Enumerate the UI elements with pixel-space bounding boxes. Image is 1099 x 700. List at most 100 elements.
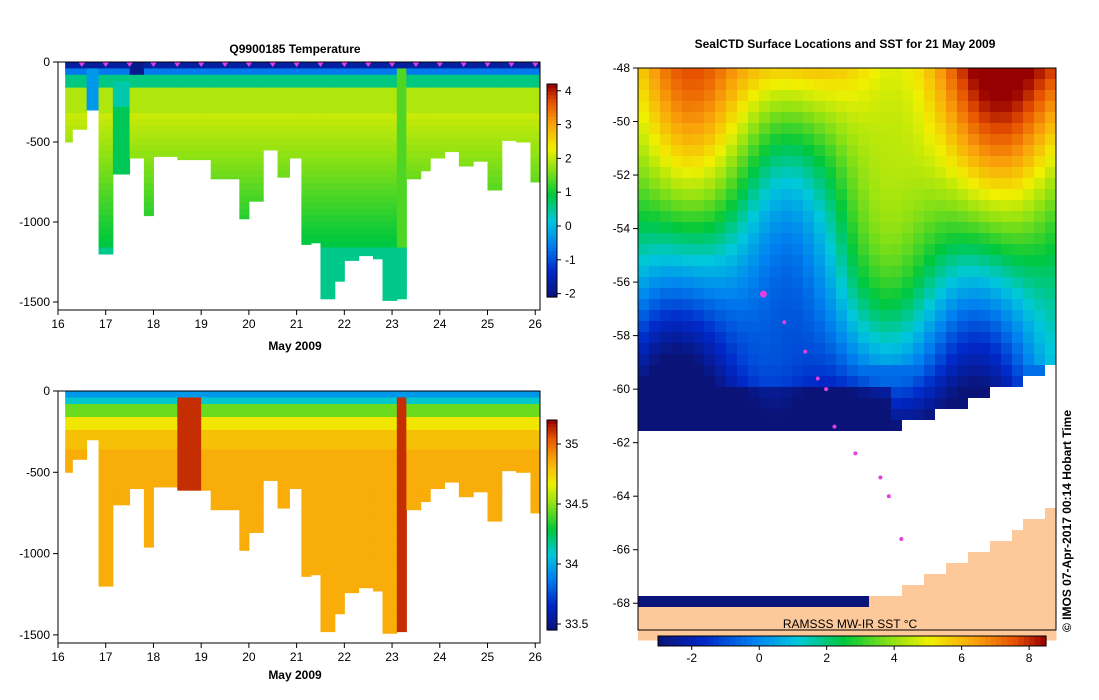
sst-cell bbox=[1023, 486, 1035, 498]
sst-cell bbox=[825, 255, 837, 267]
sst-cell bbox=[891, 420, 903, 432]
sst-cell bbox=[913, 354, 925, 366]
sst-cell bbox=[902, 464, 914, 476]
sst-cell bbox=[814, 409, 826, 421]
sst-cell bbox=[814, 420, 826, 432]
sst-cell bbox=[847, 519, 859, 531]
colorbar-segment bbox=[547, 434, 557, 439]
temperature-cell bbox=[382, 126, 398, 133]
sst-cell bbox=[825, 508, 837, 520]
salinity-cell bbox=[473, 436, 489, 444]
sst-cell bbox=[990, 156, 1002, 168]
sst-cell bbox=[748, 508, 760, 520]
sst-cell bbox=[979, 310, 991, 322]
sst-cell bbox=[737, 68, 749, 80]
salinity-cell bbox=[344, 417, 360, 425]
colorbar-segment bbox=[547, 577, 557, 582]
sst-cell bbox=[1001, 299, 1013, 311]
sst-cell bbox=[847, 145, 859, 157]
temperature-cell bbox=[358, 164, 374, 172]
sst-cell bbox=[660, 90, 672, 102]
salinity-cell bbox=[372, 560, 384, 568]
sst-cell bbox=[649, 398, 661, 410]
sst-cell bbox=[946, 420, 958, 432]
sst-cell bbox=[704, 563, 716, 575]
sst-cell bbox=[902, 178, 914, 190]
sst-cell bbox=[660, 277, 672, 289]
sst-cell bbox=[1034, 222, 1046, 234]
temperature-cell bbox=[112, 62, 131, 69]
sst-cell bbox=[726, 200, 738, 212]
seal-track-point bbox=[899, 537, 904, 542]
sst-cell bbox=[1045, 596, 1057, 608]
sst-cell bbox=[869, 486, 881, 498]
temperature-cell bbox=[320, 273, 336, 281]
salinity-cell bbox=[530, 469, 541, 477]
temperature-cell bbox=[239, 202, 250, 210]
sst-cell bbox=[1034, 508, 1046, 520]
sst-cell bbox=[869, 453, 881, 465]
temperature-cell bbox=[473, 106, 489, 114]
salinity-cell bbox=[396, 553, 407, 561]
sst-cell bbox=[880, 332, 892, 344]
sst-cell bbox=[715, 68, 727, 80]
salinity-cell bbox=[225, 449, 240, 457]
temperature-cell bbox=[372, 145, 384, 153]
map-colorbar-segment bbox=[852, 636, 859, 646]
sst-cell bbox=[825, 112, 837, 124]
sst-cell bbox=[660, 409, 672, 421]
map-colorbar-segment bbox=[879, 636, 886, 646]
temperature-cell bbox=[487, 183, 503, 191]
sst-cell bbox=[968, 475, 980, 487]
sst-cell bbox=[858, 299, 870, 311]
salinity-cell bbox=[248, 462, 264, 470]
temperature-cell bbox=[210, 151, 226, 159]
sst-cell bbox=[803, 123, 815, 135]
salinity-cell bbox=[320, 579, 336, 587]
temperature-cell bbox=[225, 177, 240, 180]
sst-cell bbox=[638, 255, 650, 267]
sst-cell bbox=[880, 409, 892, 421]
salinity-cell bbox=[420, 488, 431, 496]
sst-cell bbox=[770, 486, 782, 498]
map-colorbar-segment bbox=[912, 636, 920, 646]
salinity-cell bbox=[458, 482, 474, 490]
salinity-cell bbox=[444, 462, 460, 470]
sst-cell bbox=[737, 365, 749, 377]
sst-cell bbox=[891, 134, 903, 146]
sst-cell bbox=[880, 134, 892, 146]
sst-cell bbox=[748, 420, 760, 432]
sst-cell bbox=[858, 607, 870, 619]
sst-cell bbox=[935, 629, 947, 641]
temperature-cell bbox=[248, 164, 264, 172]
salinity-cell bbox=[320, 391, 336, 399]
sst-cell bbox=[858, 475, 870, 487]
salinity-cell bbox=[396, 560, 407, 568]
temperature-cell bbox=[396, 228, 407, 236]
sst-cell bbox=[990, 332, 1002, 344]
sst-cell bbox=[847, 112, 859, 124]
salinity-cell bbox=[358, 430, 374, 438]
sst-cell bbox=[792, 618, 804, 630]
temperature-cell bbox=[177, 81, 202, 89]
sst-cell bbox=[704, 354, 716, 366]
temperature-cell bbox=[310, 241, 321, 244]
sst-cell bbox=[1034, 189, 1046, 201]
salinity-cell bbox=[406, 449, 422, 457]
sst-cell bbox=[671, 387, 683, 399]
sst-cell bbox=[1023, 211, 1035, 223]
sst-cell bbox=[1034, 475, 1046, 487]
salinity-cell bbox=[344, 514, 360, 522]
temperature-cell bbox=[382, 286, 398, 293]
sst-cell bbox=[792, 552, 804, 564]
sst-cell bbox=[1023, 288, 1035, 300]
sst-cell bbox=[726, 222, 738, 234]
salinity-cell bbox=[201, 430, 212, 438]
sst-cell bbox=[935, 200, 947, 212]
sst-cell bbox=[847, 486, 859, 498]
salinity-cell bbox=[501, 462, 517, 470]
sst-cell bbox=[1023, 332, 1035, 344]
sst-cell bbox=[968, 585, 980, 597]
sst-cell bbox=[748, 585, 760, 597]
